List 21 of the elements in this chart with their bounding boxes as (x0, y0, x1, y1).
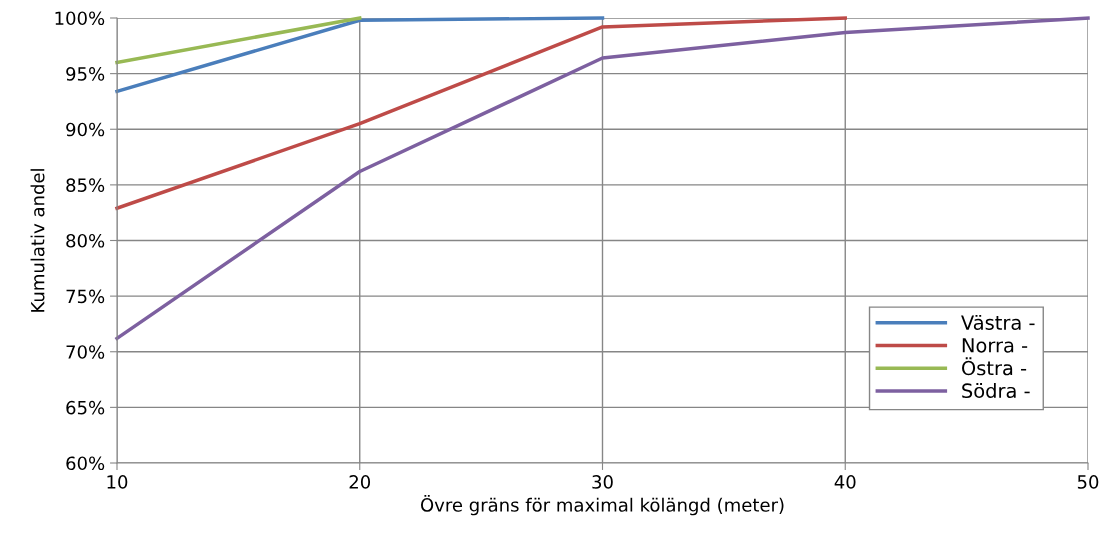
line-series (115, 16, 847, 210)
legend-label: Norra - (962, 338, 1028, 353)
y-tick-label: 75% (66, 289, 105, 304)
x-tick-label: 20 (349, 475, 371, 489)
y-tick-label: 80% (66, 233, 105, 248)
y-tick-label: 100% (55, 11, 105, 26)
legend-label: Västra - (961, 314, 1035, 330)
y-tick-label: 60% (66, 456, 105, 471)
y-axis-title: Kumulativ andel (30, 169, 45, 312)
x-tick-label: 10 (107, 475, 128, 489)
x-tick-label: 30 (592, 475, 613, 489)
x-axis-title: Övre gräns för maximal kölängd (meter) (420, 495, 784, 516)
y-tick-label: 65% (66, 400, 105, 415)
y-tick-label: 95% (66, 67, 105, 81)
y-tick-label: 85% (66, 178, 105, 192)
x-tick-label: 40 (834, 475, 856, 489)
x-tick-label: 50 (1077, 475, 1099, 489)
legend-label: Östra - (962, 357, 1027, 376)
y-tick-label: 70% (66, 345, 105, 359)
legend-label: Södra - (962, 383, 1030, 399)
y-tick-label: 90% (66, 122, 105, 137)
